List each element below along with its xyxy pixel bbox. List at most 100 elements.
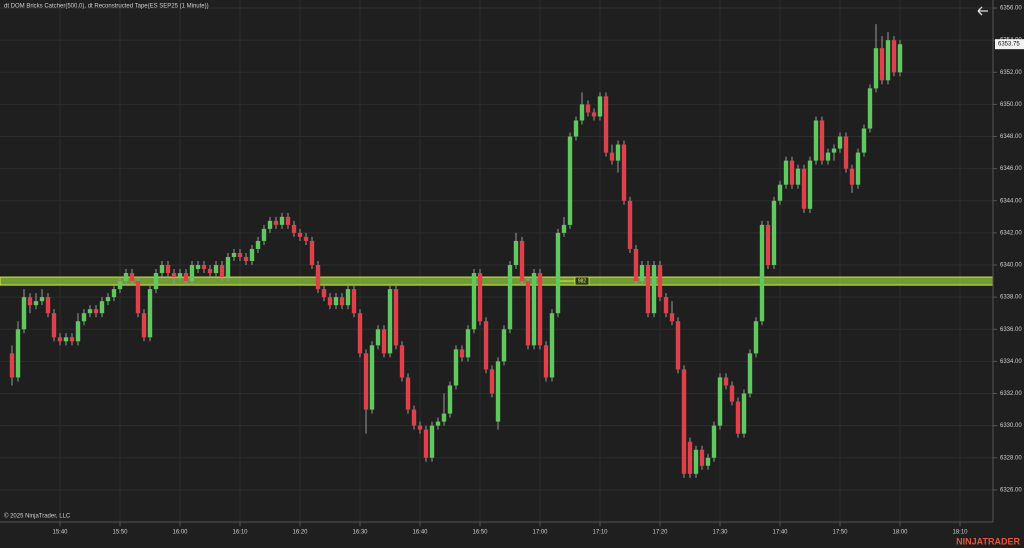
candle-body <box>639 265 645 282</box>
back-arrow[interactable] <box>977 6 988 16</box>
candle-body <box>693 449 699 474</box>
last-price-label: 6353.75 <box>998 42 1020 48</box>
candle-body <box>531 273 537 346</box>
candle-body <box>489 369 495 394</box>
candle-body <box>69 337 75 342</box>
x-tick-label: 18:10 <box>952 530 968 536</box>
candle-body <box>243 256 249 261</box>
candle-body <box>117 281 123 290</box>
candle-body <box>699 449 705 466</box>
candle-body <box>447 385 453 414</box>
candle-body <box>663 297 669 314</box>
candle-body <box>795 168 801 185</box>
candle-body <box>687 441 693 474</box>
x-tick-label: 16:00 <box>172 530 188 536</box>
x-tick-label: 17:00 <box>532 530 548 536</box>
candle-body <box>219 265 225 278</box>
y-tick-label: 6332.00 <box>1000 391 1022 397</box>
candle-body <box>897 44 903 73</box>
candle-body <box>765 224 771 266</box>
candle-body <box>303 236 309 241</box>
candle-body <box>819 120 825 161</box>
candle-body <box>573 120 579 137</box>
zone-label: 982 <box>578 278 587 284</box>
candle-body <box>747 353 753 394</box>
candle-body <box>207 269 213 274</box>
candle-body <box>129 273 135 282</box>
candle-body <box>249 248 255 261</box>
x-tick-label: 16:20 <box>292 530 308 536</box>
candle-body <box>627 200 633 249</box>
x-tick-label: 17:10 <box>592 530 608 536</box>
y-tick-label: 6352.00 <box>1000 70 1022 76</box>
candle-body <box>465 329 471 358</box>
y-tick-label: 6334.00 <box>1000 359 1022 365</box>
x-tick-label: 18:00 <box>892 530 908 536</box>
candle-body <box>555 232 561 314</box>
y-tick-label: 6326.00 <box>1000 487 1022 493</box>
y-tick-label: 6350.00 <box>1000 102 1022 108</box>
candle-body <box>225 256 231 278</box>
candle-body <box>471 273 477 330</box>
candle-body <box>357 313 363 354</box>
candle-body <box>837 136 843 149</box>
candle-body <box>57 337 63 342</box>
candle-body <box>537 273 543 346</box>
candle-body <box>717 377 723 426</box>
candle-body <box>333 297 339 306</box>
y-tick-label: 6336.00 <box>1000 327 1022 333</box>
candle-body <box>399 345 405 378</box>
y-tick-label: 6344.00 <box>1000 198 1022 204</box>
candle-body <box>81 313 87 322</box>
candle-body <box>231 252 237 257</box>
candle-body <box>105 297 111 302</box>
candle-body <box>123 273 129 282</box>
y-tick-label: 6340.00 <box>1000 263 1022 269</box>
candle-body <box>237 252 243 257</box>
candle-body <box>141 313 147 338</box>
candle-body <box>525 281 531 346</box>
candle-body <box>867 88 873 129</box>
candle-body <box>597 96 603 117</box>
candle-body <box>195 265 201 270</box>
candle-body <box>345 289 351 306</box>
x-tick-label: 17:40 <box>772 530 788 536</box>
candle-body <box>585 104 591 113</box>
candle-body <box>171 273 177 278</box>
candle-body <box>477 273 483 322</box>
candle-body <box>609 152 615 161</box>
candle-body <box>711 425 717 458</box>
candle-body <box>459 349 465 358</box>
x-tick-label: 15:40 <box>52 530 68 536</box>
candle-body <box>501 329 507 362</box>
candle-body <box>435 421 441 426</box>
candle-body <box>327 297 333 306</box>
candle-body <box>159 265 165 274</box>
y-tick-label: 6328.00 <box>1000 455 1022 461</box>
candle-body <box>183 273 189 282</box>
candle-body <box>891 40 897 73</box>
candle-body <box>201 265 207 270</box>
candle-body <box>63 337 69 342</box>
candle-body <box>429 425 435 458</box>
candle-body <box>861 128 867 153</box>
candle-body <box>279 216 285 225</box>
candle-body <box>741 393 747 434</box>
candle-body <box>657 265 663 298</box>
y-tick-label: 6356.00 <box>1000 6 1022 12</box>
candle-body <box>135 281 141 314</box>
y-tick-label: 6342.00 <box>1000 230 1022 236</box>
candle-body <box>777 184 783 201</box>
candle-body <box>801 168 807 209</box>
candle-body <box>519 240 525 282</box>
candle-body <box>603 96 609 153</box>
candle-body <box>255 240 261 249</box>
y-tick-label: 6348.00 <box>1000 134 1022 140</box>
candle-body <box>735 401 741 434</box>
candle-body <box>153 273 159 290</box>
candle-body <box>273 220 279 225</box>
candle-body <box>93 309 99 314</box>
candle-body <box>645 265 651 314</box>
candle-body <box>759 224 765 322</box>
